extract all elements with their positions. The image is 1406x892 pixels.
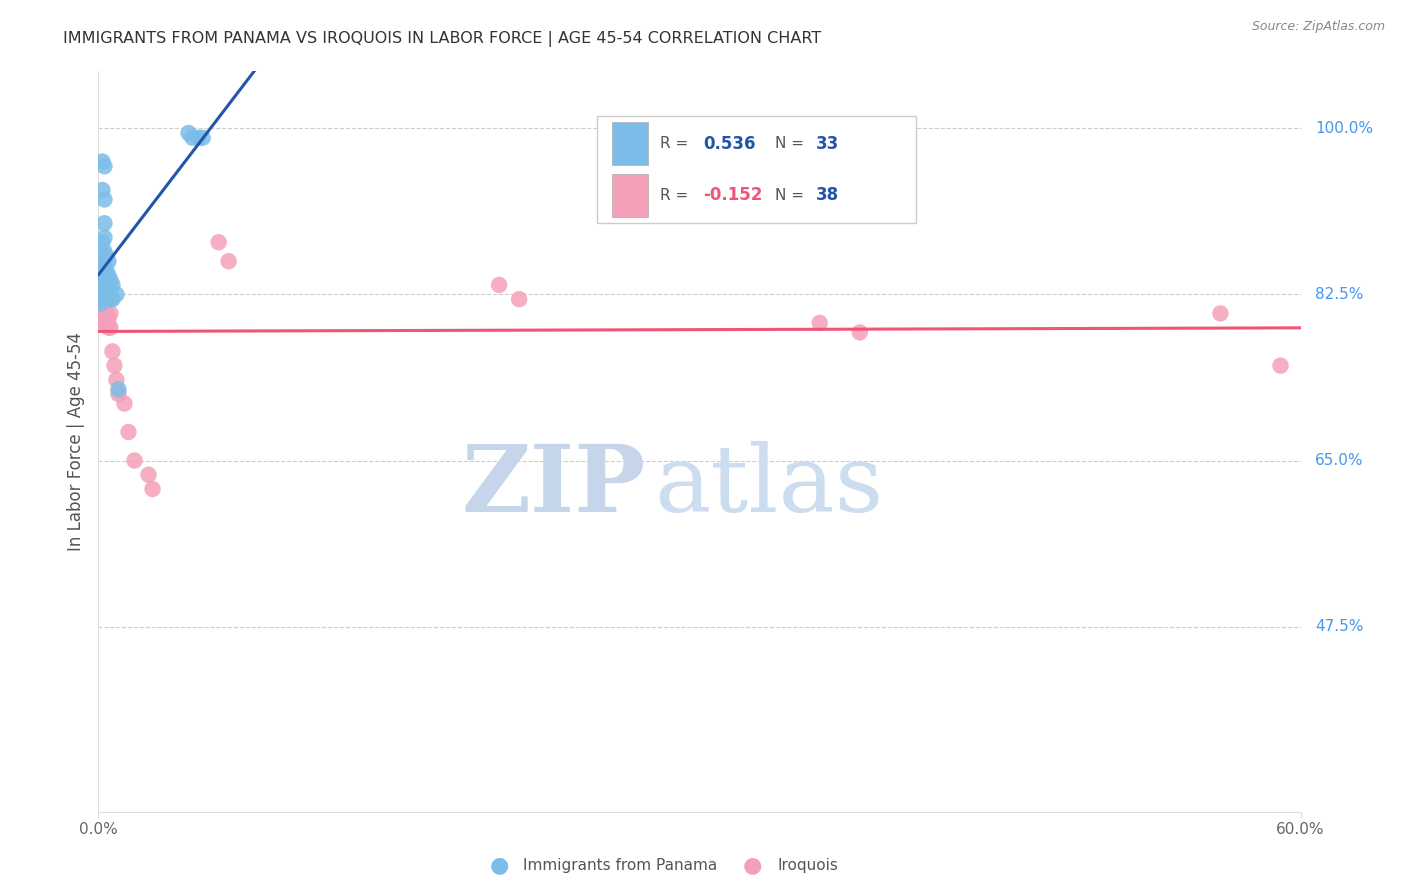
Text: 100.0%: 100.0% bbox=[1315, 120, 1374, 136]
FancyBboxPatch shape bbox=[612, 174, 648, 217]
Point bbox=[91, 154, 114, 169]
Point bbox=[101, 277, 124, 292]
Text: Iroquois: Iroquois bbox=[778, 858, 838, 872]
Point bbox=[91, 183, 114, 197]
Point bbox=[808, 316, 831, 330]
Point bbox=[105, 373, 128, 387]
Point bbox=[89, 277, 111, 292]
Point bbox=[91, 292, 114, 306]
Text: 82.5%: 82.5% bbox=[1315, 287, 1364, 301]
Point bbox=[97, 254, 120, 268]
Text: Immigrants from Panama: Immigrants from Panama bbox=[523, 858, 717, 872]
Point bbox=[96, 287, 118, 301]
Point bbox=[93, 244, 115, 259]
Point bbox=[141, 482, 163, 496]
Point bbox=[117, 425, 139, 439]
Point bbox=[96, 316, 118, 330]
Point bbox=[103, 359, 125, 373]
Point bbox=[97, 277, 120, 292]
Point bbox=[89, 287, 111, 301]
Point bbox=[100, 320, 122, 334]
Y-axis label: In Labor Force | Age 45-54: In Labor Force | Age 45-54 bbox=[66, 332, 84, 551]
Point bbox=[96, 283, 118, 297]
Point bbox=[89, 273, 111, 287]
Point bbox=[97, 320, 120, 334]
Point bbox=[91, 277, 114, 292]
Point bbox=[97, 268, 120, 283]
Point bbox=[96, 263, 118, 277]
Point bbox=[181, 130, 204, 145]
Text: N =: N = bbox=[775, 187, 808, 202]
Text: atlas: atlas bbox=[654, 441, 883, 531]
Point bbox=[508, 292, 530, 306]
Point bbox=[93, 259, 115, 273]
Point bbox=[114, 396, 136, 410]
Point bbox=[93, 273, 115, 287]
Point bbox=[93, 311, 115, 326]
Point bbox=[93, 301, 115, 316]
Point bbox=[124, 453, 146, 467]
Text: R =: R = bbox=[659, 136, 693, 151]
Point bbox=[96, 250, 118, 264]
Text: IMMIGRANTS FROM PANAMA VS IROQUOIS IN LABOR FORCE | AGE 45-54 CORRELATION CHART: IMMIGRANTS FROM PANAMA VS IROQUOIS IN LA… bbox=[63, 31, 821, 47]
Point bbox=[177, 126, 200, 140]
Text: 38: 38 bbox=[815, 186, 839, 204]
Point bbox=[89, 316, 111, 330]
FancyBboxPatch shape bbox=[598, 116, 915, 223]
Point bbox=[89, 301, 111, 316]
Point bbox=[101, 292, 124, 306]
Point bbox=[101, 344, 124, 359]
Point bbox=[107, 387, 129, 401]
Text: 65.0%: 65.0% bbox=[1315, 453, 1364, 468]
Point bbox=[191, 130, 214, 145]
Point bbox=[100, 283, 122, 297]
Point bbox=[96, 273, 118, 287]
Point bbox=[218, 254, 240, 268]
Point bbox=[100, 292, 122, 306]
Point bbox=[1209, 306, 1232, 320]
Point bbox=[96, 277, 118, 292]
Point bbox=[93, 292, 115, 306]
Point bbox=[107, 382, 129, 396]
Point bbox=[1270, 359, 1292, 373]
Text: 33: 33 bbox=[815, 135, 839, 153]
Text: ●: ● bbox=[742, 855, 762, 875]
Point bbox=[93, 159, 115, 173]
Point bbox=[97, 311, 120, 326]
Point bbox=[100, 306, 122, 320]
Text: ●: ● bbox=[489, 855, 509, 875]
Point bbox=[96, 306, 118, 320]
Point bbox=[187, 130, 209, 145]
Point bbox=[91, 254, 114, 268]
Text: -0.152: -0.152 bbox=[703, 186, 762, 204]
FancyBboxPatch shape bbox=[612, 122, 648, 165]
Text: ZIP: ZIP bbox=[461, 441, 645, 531]
Point bbox=[488, 277, 510, 292]
Point bbox=[100, 273, 122, 287]
Point bbox=[93, 230, 115, 244]
Point bbox=[93, 216, 115, 230]
Text: 47.5%: 47.5% bbox=[1315, 619, 1364, 634]
Text: Source: ZipAtlas.com: Source: ZipAtlas.com bbox=[1251, 20, 1385, 33]
Text: 0.536: 0.536 bbox=[703, 135, 755, 153]
Point bbox=[89, 297, 111, 311]
Point bbox=[93, 193, 115, 207]
Point bbox=[208, 235, 231, 250]
Text: R =: R = bbox=[659, 187, 693, 202]
Point bbox=[93, 283, 115, 297]
Point bbox=[91, 268, 114, 283]
Text: N =: N = bbox=[775, 136, 808, 151]
Point bbox=[849, 326, 872, 340]
Point bbox=[96, 297, 118, 311]
Point bbox=[91, 311, 114, 326]
Point bbox=[105, 287, 128, 301]
Point bbox=[89, 287, 111, 301]
Point bbox=[138, 467, 160, 482]
Point bbox=[89, 292, 111, 306]
Point bbox=[91, 235, 114, 250]
